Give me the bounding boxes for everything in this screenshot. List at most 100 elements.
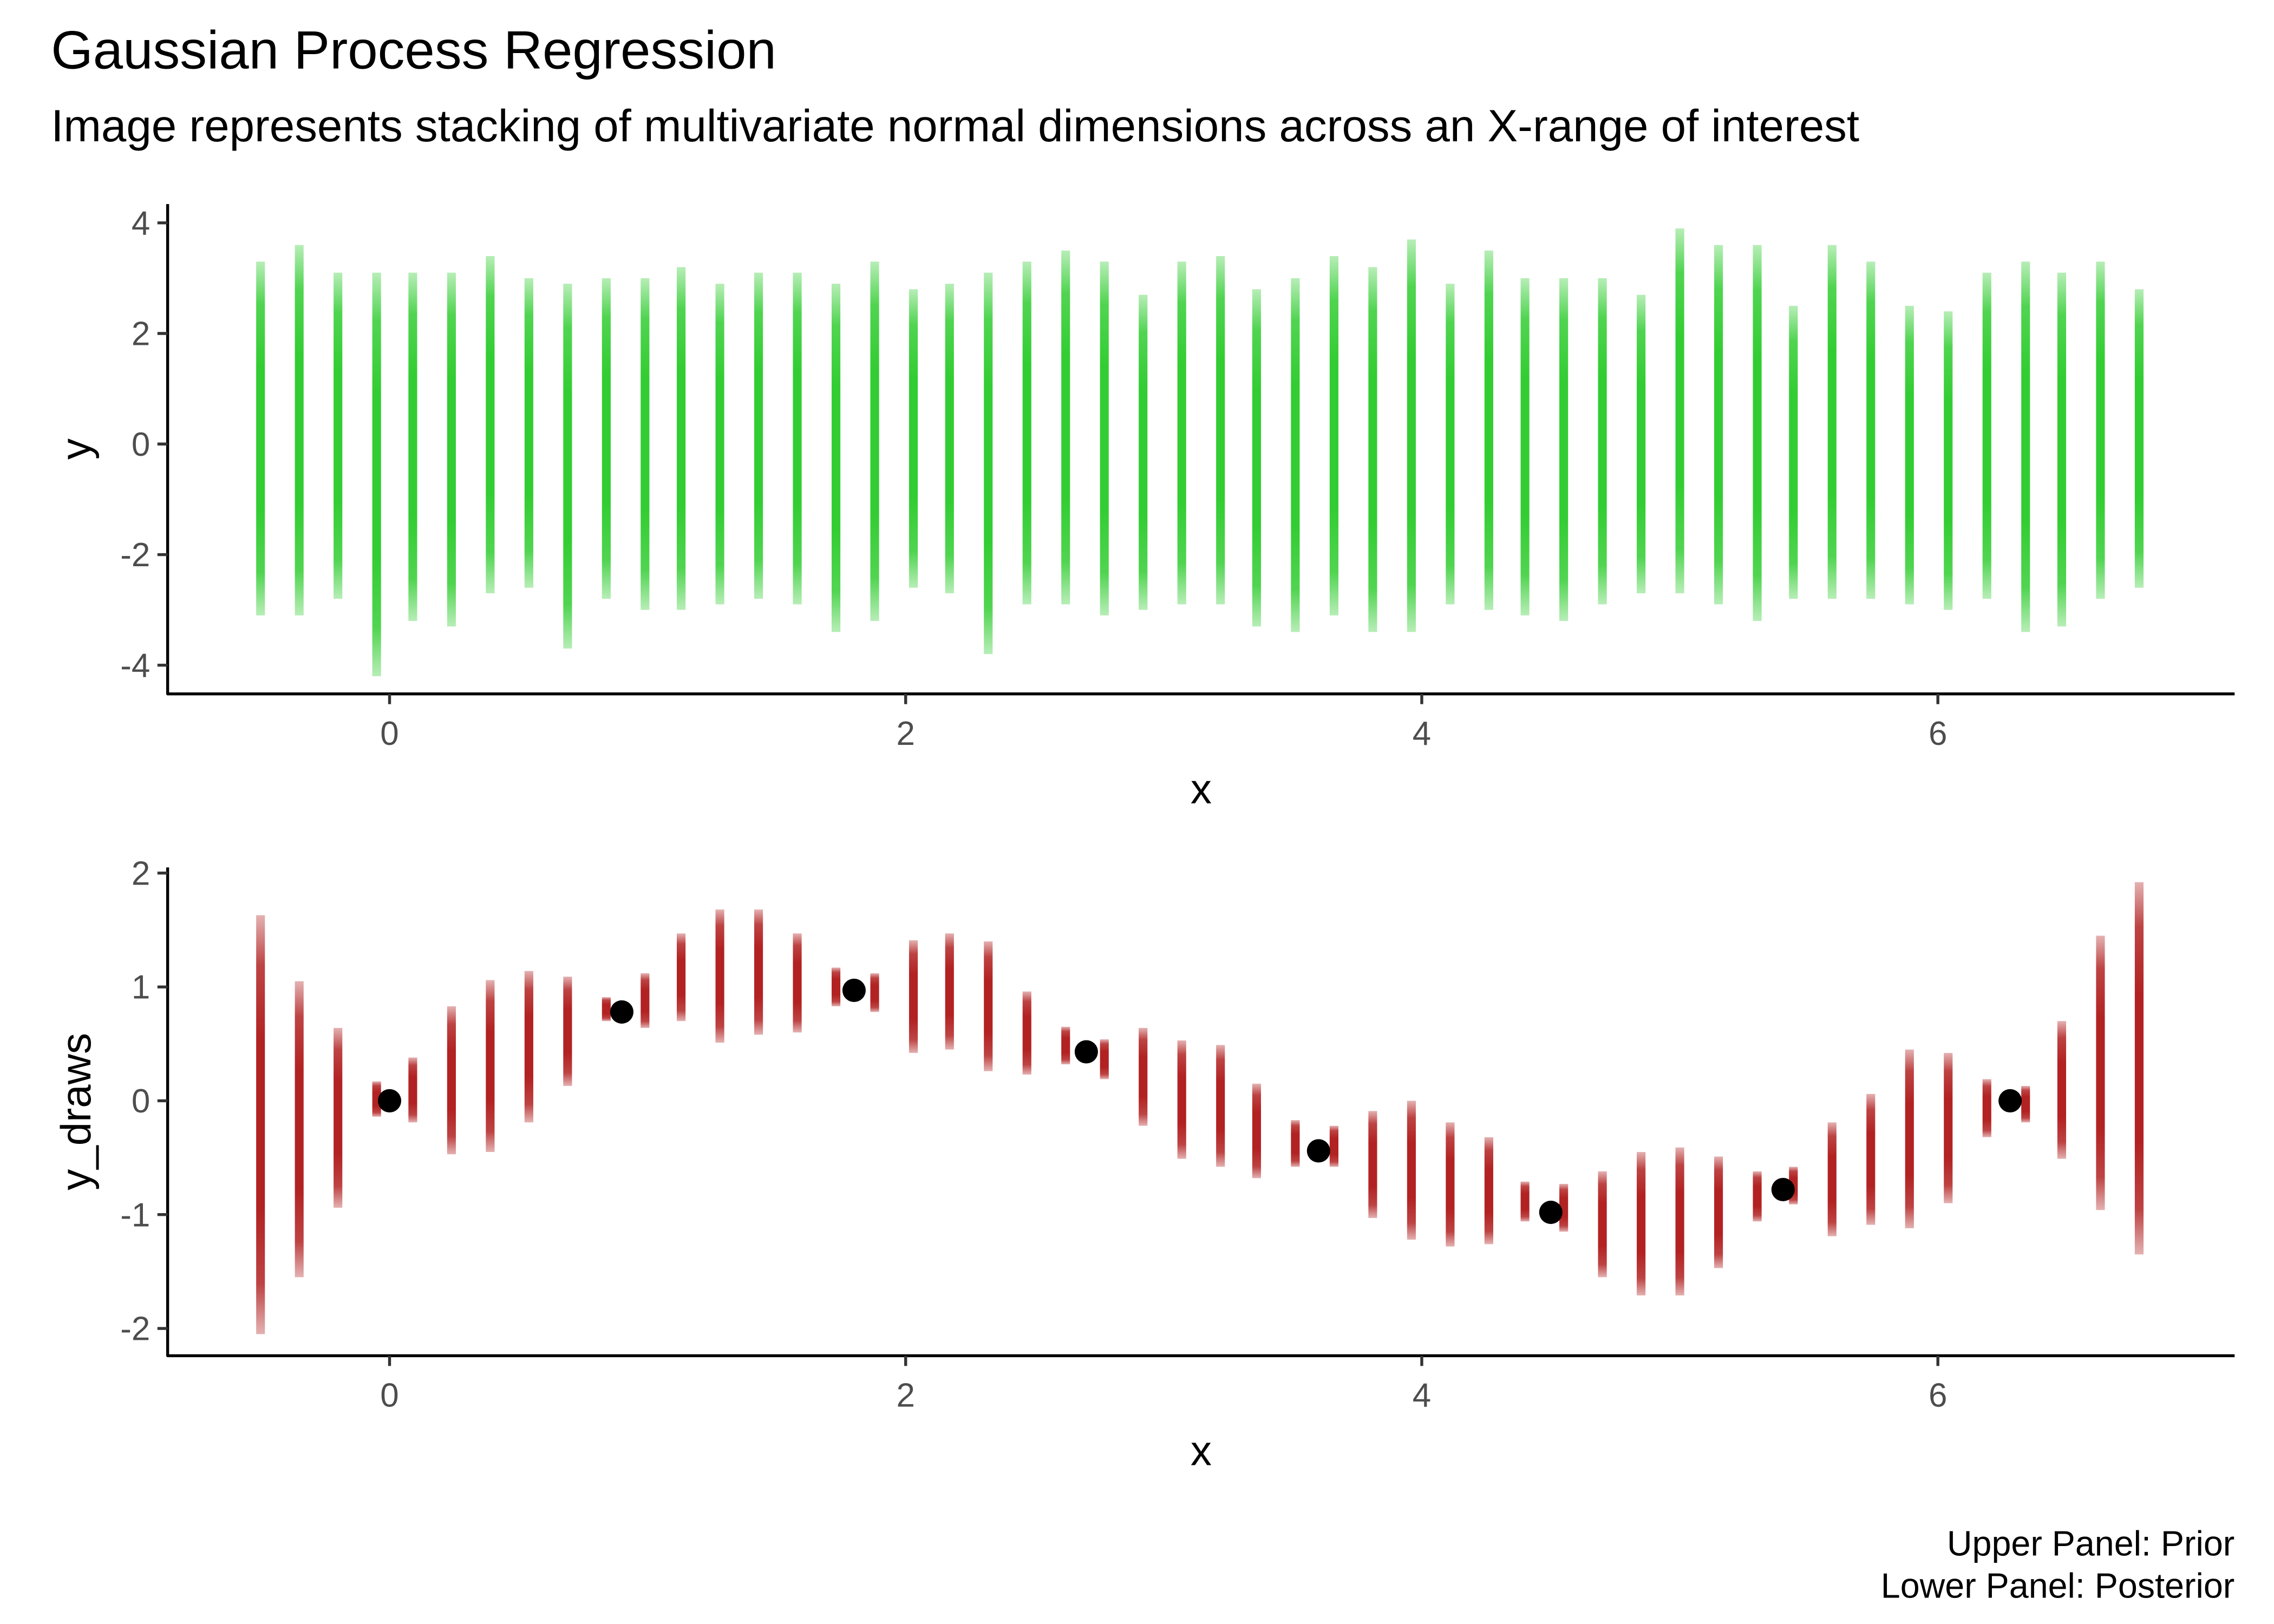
y-tick-label: -4 (120, 647, 150, 684)
draw-strip (1022, 991, 1031, 1075)
draw-strip (831, 967, 841, 1006)
y-tick-label: -2 (120, 536, 150, 574)
x-tick-label: 6 (1929, 1377, 1947, 1415)
draw-strip (372, 272, 381, 677)
y-tick-label: 2 (132, 316, 150, 353)
observed-point (842, 978, 866, 1002)
draw-strip (2134, 882, 2144, 1255)
draw-strip (2021, 1086, 2030, 1123)
draw-strip (715, 909, 724, 1043)
x-tick-label: 2 (897, 1377, 915, 1415)
draw-strip (1329, 1125, 1338, 1167)
draw-strip (1100, 261, 1109, 615)
y-tick-label: 0 (132, 426, 150, 463)
draw-strip (984, 941, 993, 1071)
observed-point (1306, 1139, 1330, 1163)
draw-strip (754, 272, 763, 599)
y-tick-label: 4 (132, 205, 150, 242)
draw-strip (1446, 1122, 1455, 1247)
draw-strip (2057, 272, 2067, 627)
draw-strip (295, 981, 304, 1278)
draw-strip (486, 256, 495, 593)
y-tick-label: 0 (132, 1083, 150, 1120)
observed-point (377, 1089, 402, 1112)
draw-strip (1753, 1171, 1762, 1222)
draw-strip (334, 1027, 343, 1208)
draw-strip (984, 272, 993, 654)
draw-strip (1827, 245, 1837, 599)
draw-strip (754, 909, 763, 1035)
draw-strip (447, 1006, 456, 1155)
draw-strip (641, 278, 650, 610)
draw-strip (602, 278, 611, 599)
draw-strip (1484, 250, 1493, 610)
draw-strip (831, 284, 841, 632)
draw-strip (408, 1057, 417, 1123)
draw-strip (563, 284, 572, 649)
draw-strip (641, 973, 650, 1028)
observed-point (1998, 1089, 2022, 1112)
y-axis-title: y (52, 438, 100, 460)
draw-strip (715, 284, 724, 605)
draw-strip (447, 272, 456, 627)
x-axis-title: x (1191, 765, 1212, 813)
draw-strip (2057, 1021, 2067, 1159)
draw-strip (334, 272, 343, 599)
x-axis-title: x (1191, 1426, 1212, 1474)
draw-strip (1139, 294, 1148, 610)
draw-strip (1252, 1083, 1262, 1178)
draw-strip (1944, 311, 1953, 610)
draw-strip (1520, 1181, 1530, 1222)
draw-strip (1982, 272, 1991, 599)
draw-strip (793, 272, 802, 605)
draw-strip (1637, 1152, 1646, 1296)
draw-strip (1368, 267, 1377, 632)
draw-strip (372, 1081, 381, 1117)
draw-strip (1714, 1156, 1723, 1268)
caption: Upper Panel: Prior (1947, 1524, 2234, 1563)
y-tick-label: -1 (120, 1196, 150, 1234)
draw-strip (1905, 1049, 1914, 1228)
y-tick-label: 1 (132, 969, 150, 1006)
draw-strip (1291, 1120, 1300, 1167)
x-tick-label: 4 (1413, 715, 1431, 752)
y-tick-label: -2 (120, 1311, 150, 1348)
x-tick-label: 0 (380, 715, 398, 752)
x-tick-label: 2 (897, 715, 915, 752)
draw-strip (909, 940, 918, 1053)
draw-strip (1789, 305, 1798, 599)
draw-strip (524, 971, 533, 1123)
draw-strip (1061, 250, 1070, 605)
draw-strip (1675, 228, 1684, 593)
draw-strip (1866, 261, 1876, 599)
draw-strip (2096, 261, 2105, 599)
draw-strip (1407, 1101, 1416, 1240)
draw-strip (1559, 1183, 1569, 1232)
draw-strip (486, 980, 495, 1152)
draw-strip (1675, 1147, 1684, 1296)
x-tick-label: 0 (380, 1377, 398, 1415)
draw-strip (870, 973, 879, 1012)
draw-strip (1177, 261, 1186, 605)
draw-strip (256, 261, 265, 615)
observed-point (610, 1000, 633, 1024)
draw-strip (2096, 935, 2105, 1210)
caption: Lower Panel: Posterior (1881, 1567, 2235, 1606)
draw-strip (1484, 1137, 1493, 1245)
x-tick-label: 6 (1929, 715, 1947, 752)
draw-strip (1407, 239, 1416, 632)
draw-strip (1944, 1053, 1953, 1203)
draw-strip (1177, 1040, 1186, 1159)
draw-strip (945, 284, 954, 593)
draw-strip (1559, 278, 1569, 621)
draw-strip (1598, 1171, 1607, 1278)
draw-strip (1714, 245, 1723, 605)
draw-strip (1520, 278, 1530, 615)
observed-point (1074, 1040, 1098, 1064)
draw-strip (1446, 284, 1455, 605)
draw-strip (945, 933, 954, 1050)
draw-strip (1753, 245, 1762, 621)
draw-strip (602, 997, 611, 1021)
